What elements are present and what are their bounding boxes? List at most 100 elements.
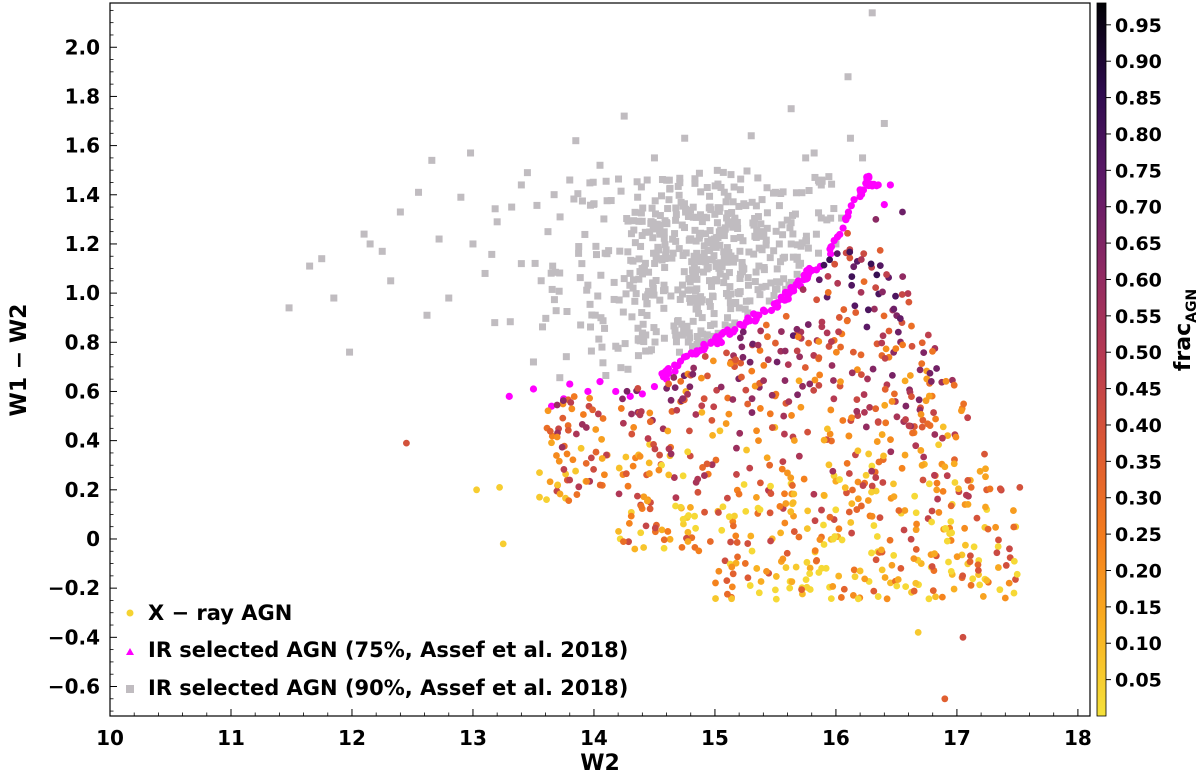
ir90-point — [610, 278, 618, 286]
xray-point — [658, 526, 666, 534]
ir90-point — [700, 249, 708, 257]
ir90-point — [672, 211, 680, 219]
ir90-point — [714, 204, 722, 212]
xray-point — [628, 430, 636, 438]
xray-point — [933, 365, 941, 372]
xray-point — [866, 403, 874, 411]
ir90-point — [695, 309, 703, 317]
ir90-point — [668, 254, 676, 262]
xray-point — [811, 547, 819, 555]
ir90-point — [830, 205, 838, 213]
xray-point — [763, 567, 770, 575]
ir90-point — [622, 290, 630, 298]
xray-point — [762, 321, 770, 329]
ir75-point — [719, 328, 728, 336]
xray-point — [849, 486, 856, 494]
ir90-point — [778, 221, 786, 229]
ir90-point — [650, 324, 658, 332]
ir90-point — [633, 178, 641, 186]
ir90-point — [638, 309, 646, 317]
ir90-point — [763, 184, 771, 192]
xray-point — [828, 338, 835, 346]
xray-point — [546, 427, 554, 435]
xray-point — [496, 483, 503, 491]
xray-point — [955, 485, 962, 493]
ir90-point — [770, 292, 778, 300]
ir90-point — [700, 242, 708, 250]
xray-point — [788, 412, 795, 419]
ir90-point — [572, 137, 580, 145]
xray-point — [625, 519, 633, 527]
ir75-point — [794, 278, 802, 286]
ir90-point — [693, 249, 701, 257]
ir90-point — [653, 220, 661, 228]
xray-point — [794, 391, 801, 399]
xray-point — [918, 423, 926, 431]
xray-point — [634, 384, 642, 392]
ir75-point — [714, 337, 723, 345]
ir90-point — [631, 239, 639, 247]
xray-point — [804, 321, 812, 328]
xray-point — [959, 572, 967, 580]
xray-point — [536, 469, 543, 476]
xray-point — [967, 484, 975, 491]
xray-point — [845, 470, 853, 477]
xray-point — [851, 302, 859, 310]
ir90-point — [637, 209, 645, 217]
ir75-point — [661, 369, 669, 377]
ir75-point — [638, 390, 646, 398]
ir90-point — [705, 298, 713, 306]
xray-point — [569, 456, 577, 464]
ir75-point — [742, 318, 750, 326]
ir90-point — [708, 282, 716, 290]
xray-point — [848, 414, 855, 422]
xray-point — [724, 394, 732, 402]
ir90-point — [330, 294, 338, 302]
xray-point — [854, 447, 862, 455]
xray-point — [778, 465, 786, 473]
xray-point — [826, 430, 834, 438]
ir90-point — [697, 188, 705, 196]
xray-point — [781, 490, 788, 498]
xray-point — [684, 390, 691, 398]
ir90-point — [662, 251, 670, 259]
ir90-point — [703, 214, 711, 222]
ir90-point — [708, 277, 716, 285]
ir90-point — [647, 346, 655, 354]
xray-point — [615, 490, 623, 498]
ir90-point — [635, 217, 643, 225]
ir90-point — [712, 243, 720, 251]
xray-point — [931, 471, 938, 479]
ir90-point — [704, 247, 712, 255]
ir90-point — [739, 265, 747, 273]
xray-point — [572, 430, 580, 438]
ir90-point — [697, 253, 705, 261]
xray-point — [932, 415, 939, 423]
xray-point — [710, 403, 718, 411]
ir90-point — [721, 321, 729, 329]
xray-point — [893, 413, 901, 421]
ir90-point — [692, 305, 700, 313]
ir90-point — [656, 296, 664, 304]
xray-point — [925, 480, 933, 488]
xray-point — [913, 520, 920, 528]
xray-point — [843, 317, 851, 325]
ir90-point — [805, 187, 813, 195]
xray-point — [853, 407, 861, 415]
ir90-point — [684, 338, 692, 346]
xray-point — [806, 564, 814, 572]
ir90-point — [660, 234, 668, 242]
ir90-point — [467, 149, 475, 157]
xray-point — [958, 407, 965, 415]
xray-point — [973, 514, 981, 522]
xray-point — [830, 395, 838, 403]
xray-point — [757, 578, 765, 585]
xray-point — [800, 475, 808, 483]
ir90-point — [488, 250, 496, 258]
ir90-point — [780, 275, 788, 283]
xray-point — [622, 453, 630, 461]
y-tick-label: 1.4 — [65, 183, 100, 207]
ir90-point — [542, 314, 550, 322]
xray-point — [840, 585, 848, 593]
